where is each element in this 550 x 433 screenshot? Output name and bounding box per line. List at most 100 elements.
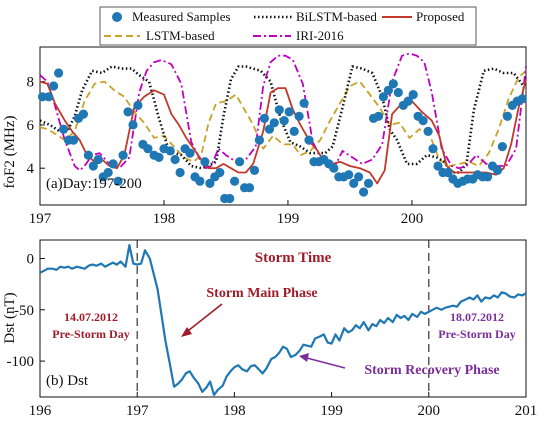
series-line-proposed [39, 79, 527, 185]
measured-point [128, 120, 138, 130]
measured-point [423, 126, 433, 136]
measured-point [215, 167, 225, 178]
measured-point [289, 126, 299, 136]
panel-b: 196 197 198 199 200 201 0 -50 -100 Dst (nT) (b) … [2, 239, 538, 419]
measured-point [517, 94, 527, 104]
measured-point [284, 107, 294, 117]
measured-point [123, 107, 133, 117]
panel-b-xtick-label-2: 198 [223, 403, 246, 419]
annotation-storm-time: Storm Time [255, 250, 332, 266]
measured-point [205, 178, 215, 188]
panel-b-label: (b) Dst [46, 373, 89, 389]
measured-point [44, 92, 54, 102]
series-line-lstm-based [39, 70, 527, 167]
legend-label-measured: Measured Samples [132, 9, 231, 24]
legend-entry-measured: Measured Samples [112, 9, 231, 24]
measured-point [359, 187, 369, 197]
measured-point [143, 144, 153, 154]
series-line-dst [39, 244, 527, 396]
measured-point [254, 135, 264, 145]
panel-b-ticks: 196 197 198 199 200 201 0 -50 -100 [7, 251, 538, 419]
annotation-pre-right-label: Pre-Storm Day [438, 327, 515, 341]
measured-point [225, 193, 235, 204]
panel-b-xtick-label-1: 197 [126, 403, 149, 419]
measured-point [378, 92, 388, 102]
measured-point [108, 159, 118, 169]
legend-label-lstm: LSTM-based [146, 28, 215, 43]
measured-point [54, 68, 64, 78]
measured-point [49, 81, 59, 91]
panel-b-vlines [136, 240, 430, 397]
measured-point [443, 167, 453, 178]
measured-point [170, 154, 180, 165]
measured-point [244, 183, 255, 193]
panel-a-ticks: 197 198 199 200 4 6 8 [27, 75, 424, 227]
measured-point [103, 167, 113, 178]
measured-point [230, 176, 240, 186]
measured-point [93, 154, 103, 165]
measured-point [294, 111, 304, 121]
measured-point [78, 109, 88, 119]
measured-point [344, 170, 354, 180]
measured-point [502, 111, 512, 121]
measured-point [349, 178, 359, 188]
arrow-recovery-phase [302, 356, 346, 369]
measured-point [249, 165, 260, 175]
measured-point [492, 165, 503, 175]
panel-a: 197 198 199 200 4 6 8 foF2 (MHz) (a)Day:197-20… [2, 46, 527, 227]
panel-a-xtick-label-2: 199 [277, 211, 300, 227]
measured-point [408, 90, 418, 100]
panel-a-points [37, 68, 527, 204]
measured-point [68, 135, 79, 145]
measured-point [383, 85, 393, 95]
measured-point [274, 105, 284, 115]
measured-point [433, 161, 443, 171]
measured-point [354, 172, 364, 182]
measured-point [388, 79, 398, 89]
annotation-main-phase: Storm Main Phase [206, 286, 317, 301]
panel-b-xtick-label-3: 199 [320, 403, 343, 419]
panel-a-ytick-label-2: 8 [27, 75, 35, 91]
measured-point [118, 150, 128, 160]
measured-point [88, 161, 98, 171]
measured-point [113, 176, 123, 186]
measured-point [195, 176, 205, 186]
arrowhead-recovery-phase [299, 353, 309, 362]
arrowhead-main-phase [181, 327, 192, 337]
panel-a-xtick-label-0: 197 [29, 211, 52, 227]
measured-point [304, 135, 314, 145]
legend-marker-measured [112, 12, 122, 22]
legend-entry-bilstm: BiLSTM-based [254, 9, 377, 24]
measured-point [83, 150, 93, 160]
measured-point [269, 118, 279, 128]
legend-label-bilstm: BiLSTM-based [296, 9, 377, 24]
panel-a-xtick-label-1: 198 [153, 211, 176, 227]
annotation-pre-right-date: 18.07.2012 [450, 310, 504, 324]
measured-point [279, 116, 289, 126]
panel-a-label: (a)Day:197-200 [46, 176, 142, 192]
annotation-pre-left-label: Pre-Storm Day [52, 327, 129, 341]
panel-b-xtick-label-5: 201 [515, 403, 538, 419]
measured-point [428, 144, 438, 154]
annotation-pre-left-date: 14.07.2012 [64, 310, 118, 324]
measured-point [363, 178, 374, 188]
measured-point [154, 152, 164, 162]
measured-point [235, 157, 245, 167]
measured-point [200, 157, 210, 167]
measured-point [373, 111, 384, 121]
panel-a-ytick-label-1: 6 [27, 118, 35, 134]
measured-point [259, 113, 269, 123]
measured-point [264, 124, 274, 134]
panel-b-ytick-label-0: 0 [27, 251, 35, 267]
series-line-iri-2016 [39, 52, 527, 172]
measured-point [418, 116, 428, 126]
panel-b-ylabel: Dst (nT) [2, 292, 18, 343]
panel-b-ytick-label-1: -50 [14, 303, 34, 319]
measured-point [165, 146, 175, 156]
legend-label-iri: IRI-2016 [296, 28, 344, 43]
measured-point [175, 167, 185, 178]
measured-point [299, 98, 309, 108]
measured-point [329, 163, 339, 173]
measured-point [133, 100, 143, 110]
